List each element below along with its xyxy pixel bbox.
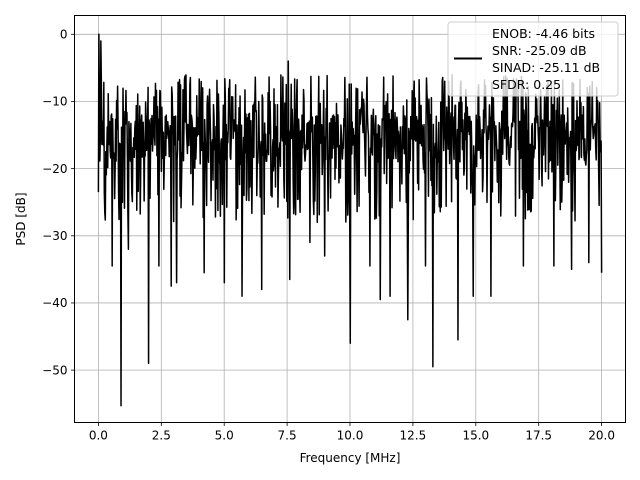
y-tick-label: −10 xyxy=(42,95,67,109)
x-tick-label: 17.5 xyxy=(525,429,552,443)
x-axis-ticks: 0.0 2.5 5.0 7.5 10.0 12.5 15.0 17.5 20.0 xyxy=(89,422,615,443)
x-axis-label: Frequency [MHz] xyxy=(300,451,401,465)
x-tick-label: 20.0 xyxy=(588,429,615,443)
x-tick-label: 0.0 xyxy=(89,429,108,443)
legend-sinad-text: SINAD: -25.11 dB xyxy=(492,60,600,75)
x-tick-label: 10.0 xyxy=(337,429,364,443)
y-axis-ticks: 0 −10 −20 −30 −40 −50 xyxy=(42,28,75,377)
legend: ENOB: -4.46 bits SNR: -25.09 dB SINAD: -… xyxy=(447,21,619,97)
y-tick-label: 0 xyxy=(60,28,68,42)
y-tick-label: −50 xyxy=(42,363,67,377)
y-tick-label: −20 xyxy=(42,162,67,176)
y-axis-label: PSD [dB] xyxy=(14,192,28,245)
x-tick-label: 2.5 xyxy=(152,429,171,443)
x-tick-label: 15.0 xyxy=(462,429,489,443)
y-tick-label: −30 xyxy=(42,229,67,243)
x-tick-label: 12.5 xyxy=(400,429,427,443)
x-tick-label: 5.0 xyxy=(215,429,234,443)
legend-snr-text: SNR: -25.09 dB xyxy=(492,43,587,58)
x-tick-label: 7.5 xyxy=(278,429,297,443)
y-tick-label: −40 xyxy=(42,296,67,310)
legend-sfdr-text: SFDR: 0.25 xyxy=(492,77,561,92)
legend-box xyxy=(447,21,619,97)
legend-enob-text: ENOB: -4.46 bits xyxy=(492,26,595,41)
